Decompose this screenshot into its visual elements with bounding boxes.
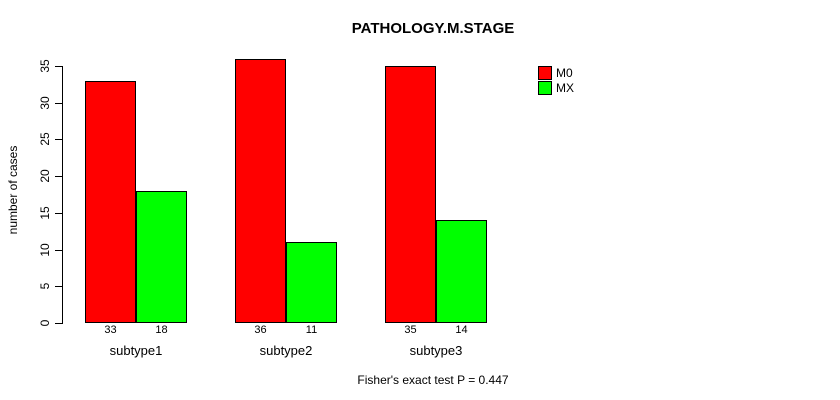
y-axis-title: number of cases [6,145,20,235]
fisher-test-annotation: Fisher's exact test P = 0.447 [357,373,509,387]
y-axis-tick-label: 20 [38,169,52,183]
bar-count-label: 18 [155,324,168,336]
y-axis-tick [55,66,62,67]
bar-mx-subtype2 [286,242,337,323]
y-axis-tick [55,103,62,104]
y-axis-tick-label: 0 [38,319,52,327]
y-axis-tick-label: 25 [38,132,52,146]
bar-m0-subtype2 [235,59,286,323]
y-axis-tick [55,286,62,287]
bar-count-label: 33 [104,324,117,336]
y-axis-tick-label: 15 [38,206,52,220]
bar-m0-subtype1 [85,81,136,323]
bar-m0-subtype3 [385,66,436,323]
y-axis-tick [55,250,62,251]
x-category-label: subtype3 [409,343,463,358]
legend-label-mx: MX [556,81,574,95]
bar-count-label: 11 [305,324,318,336]
bar-mx-subtype1 [136,191,187,323]
x-category-label: subtype2 [259,343,313,358]
chart-title: PATHOLOGY.M.STAGE [351,20,515,37]
y-axis-tick [55,176,62,177]
y-axis-tick [55,213,62,214]
x-category-label: subtype1 [109,343,163,358]
y-axis-tick-label: 35 [38,59,52,73]
y-axis-tick-label: 10 [38,243,52,257]
bar-count-label: 14 [455,324,468,336]
bar-count-label: 35 [404,324,417,336]
y-axis-tick [55,323,62,324]
legend-swatch-mx [538,81,552,95]
legend-label-m0: M0 [556,66,573,80]
bar-mx-subtype3 [436,220,487,323]
bar-count-label: 36 [254,324,267,336]
y-axis-tick-label: 30 [38,96,52,110]
y-axis-tick [55,139,62,140]
legend-swatch-m0 [538,66,552,80]
y-axis-tick-label: 5 [38,282,52,290]
y-axis-line [62,66,63,324]
